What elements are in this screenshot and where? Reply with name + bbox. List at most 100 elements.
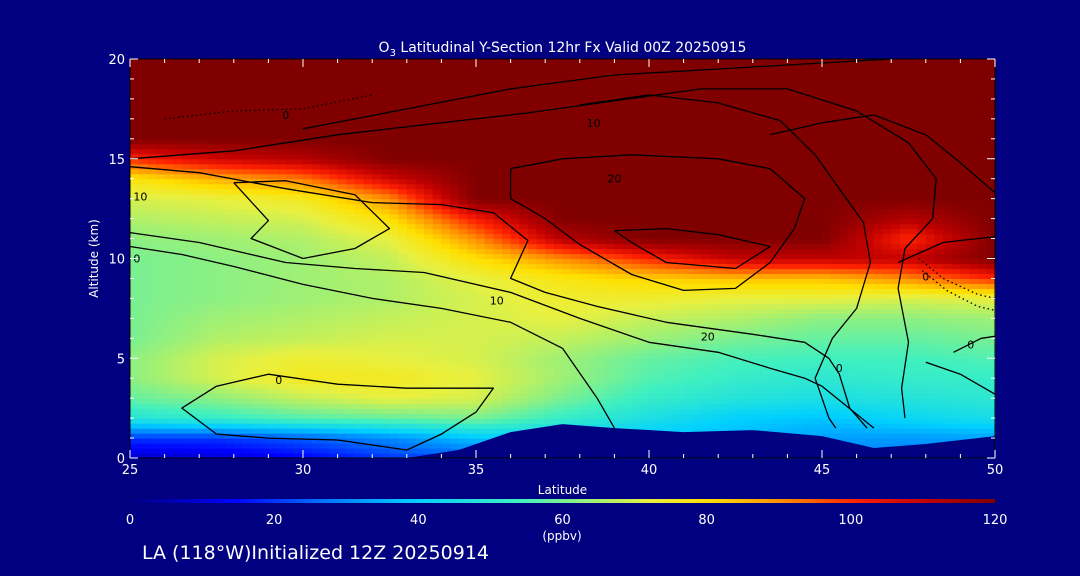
field-cell [285, 153, 295, 160]
field-cell [259, 308, 269, 314]
field-cell [640, 113, 650, 120]
field-cell [181, 353, 192, 359]
field-cell [605, 228, 615, 235]
field-cell [631, 78, 641, 85]
field-cell [527, 243, 538, 250]
field-cell [320, 273, 330, 280]
field-cell [467, 393, 477, 399]
field-cell [147, 208, 157, 215]
field-cell [545, 278, 555, 285]
field-cell [657, 218, 667, 225]
field-cell [155, 138, 166, 145]
field-cell [501, 313, 512, 319]
field-cell [233, 453, 244, 459]
field-cell [623, 93, 633, 100]
field-cell [311, 283, 321, 290]
field-cell [597, 233, 607, 240]
field-cell [640, 423, 650, 429]
field-cell [510, 353, 520, 359]
field-cell [657, 138, 667, 145]
field-cell [363, 388, 373, 394]
field-cell [501, 133, 512, 140]
field-cell [216, 203, 226, 210]
field-cell [571, 153, 581, 160]
field-cell [415, 278, 425, 285]
field-cell [173, 363, 183, 369]
field-cell [328, 303, 339, 309]
field-cell [303, 228, 313, 235]
field-cell [597, 373, 607, 379]
field-cell [640, 63, 650, 70]
field-cell [354, 143, 365, 150]
field-cell [510, 213, 520, 220]
field-cell [130, 238, 140, 245]
field-cell [398, 133, 408, 140]
field-cell [147, 263, 157, 270]
field-cell [597, 258, 607, 265]
field-cell [588, 318, 598, 324]
field-cell [519, 68, 529, 75]
field-cell [579, 108, 590, 115]
field-cell [484, 198, 494, 205]
field-cell [251, 333, 261, 339]
field-cell [614, 118, 624, 125]
field-cell [458, 133, 468, 140]
field-cell [450, 368, 460, 374]
field-cell [501, 373, 512, 379]
field-cell [510, 88, 520, 95]
field-cell [519, 248, 529, 255]
field-cell [328, 188, 339, 195]
field-cell [415, 133, 425, 140]
field-cell [588, 223, 598, 230]
field-cell [259, 153, 269, 160]
field-cell [614, 73, 624, 80]
field-cell [605, 383, 615, 389]
field-cell [199, 198, 209, 205]
field-cell [251, 358, 261, 364]
field-cell [164, 283, 174, 290]
field-cell [268, 103, 278, 110]
field-cell [450, 428, 460, 434]
field-cell [380, 273, 391, 280]
field-cell [398, 413, 408, 419]
field-cell [251, 348, 261, 354]
field-cell [346, 358, 356, 364]
field-cell [294, 148, 304, 155]
field-cell [337, 338, 347, 344]
field-cell [285, 158, 295, 165]
field-cell [510, 103, 520, 110]
field-cell [303, 168, 313, 175]
field-cell [225, 83, 235, 90]
field-cell [398, 93, 408, 100]
field-cell [207, 413, 218, 419]
field-cell [303, 413, 313, 419]
field-cell [571, 408, 581, 414]
field-cell [181, 98, 192, 105]
field-cell [605, 248, 615, 255]
field-cell [510, 128, 520, 135]
field-cell [571, 383, 581, 389]
field-cell [597, 388, 607, 394]
field-cell [441, 138, 451, 145]
field-cell [527, 278, 538, 285]
field-cell [406, 243, 417, 250]
field-cell [545, 118, 555, 125]
field-cell [579, 88, 590, 95]
field-cell [268, 358, 278, 364]
field-cell [510, 208, 520, 215]
field-cell [259, 438, 269, 444]
field-cell [268, 88, 278, 95]
field-cell [597, 313, 607, 319]
field-cell [424, 278, 434, 285]
field-cell [233, 348, 244, 354]
field-cell [536, 278, 546, 285]
field-cell [415, 433, 425, 439]
field-cell [562, 253, 572, 260]
field-cell [147, 108, 157, 115]
field-cell [640, 333, 650, 339]
field-cell [406, 303, 417, 309]
field-cell [623, 113, 633, 120]
field-cell [432, 323, 442, 329]
field-cell [164, 198, 174, 205]
field-cell [130, 408, 140, 414]
